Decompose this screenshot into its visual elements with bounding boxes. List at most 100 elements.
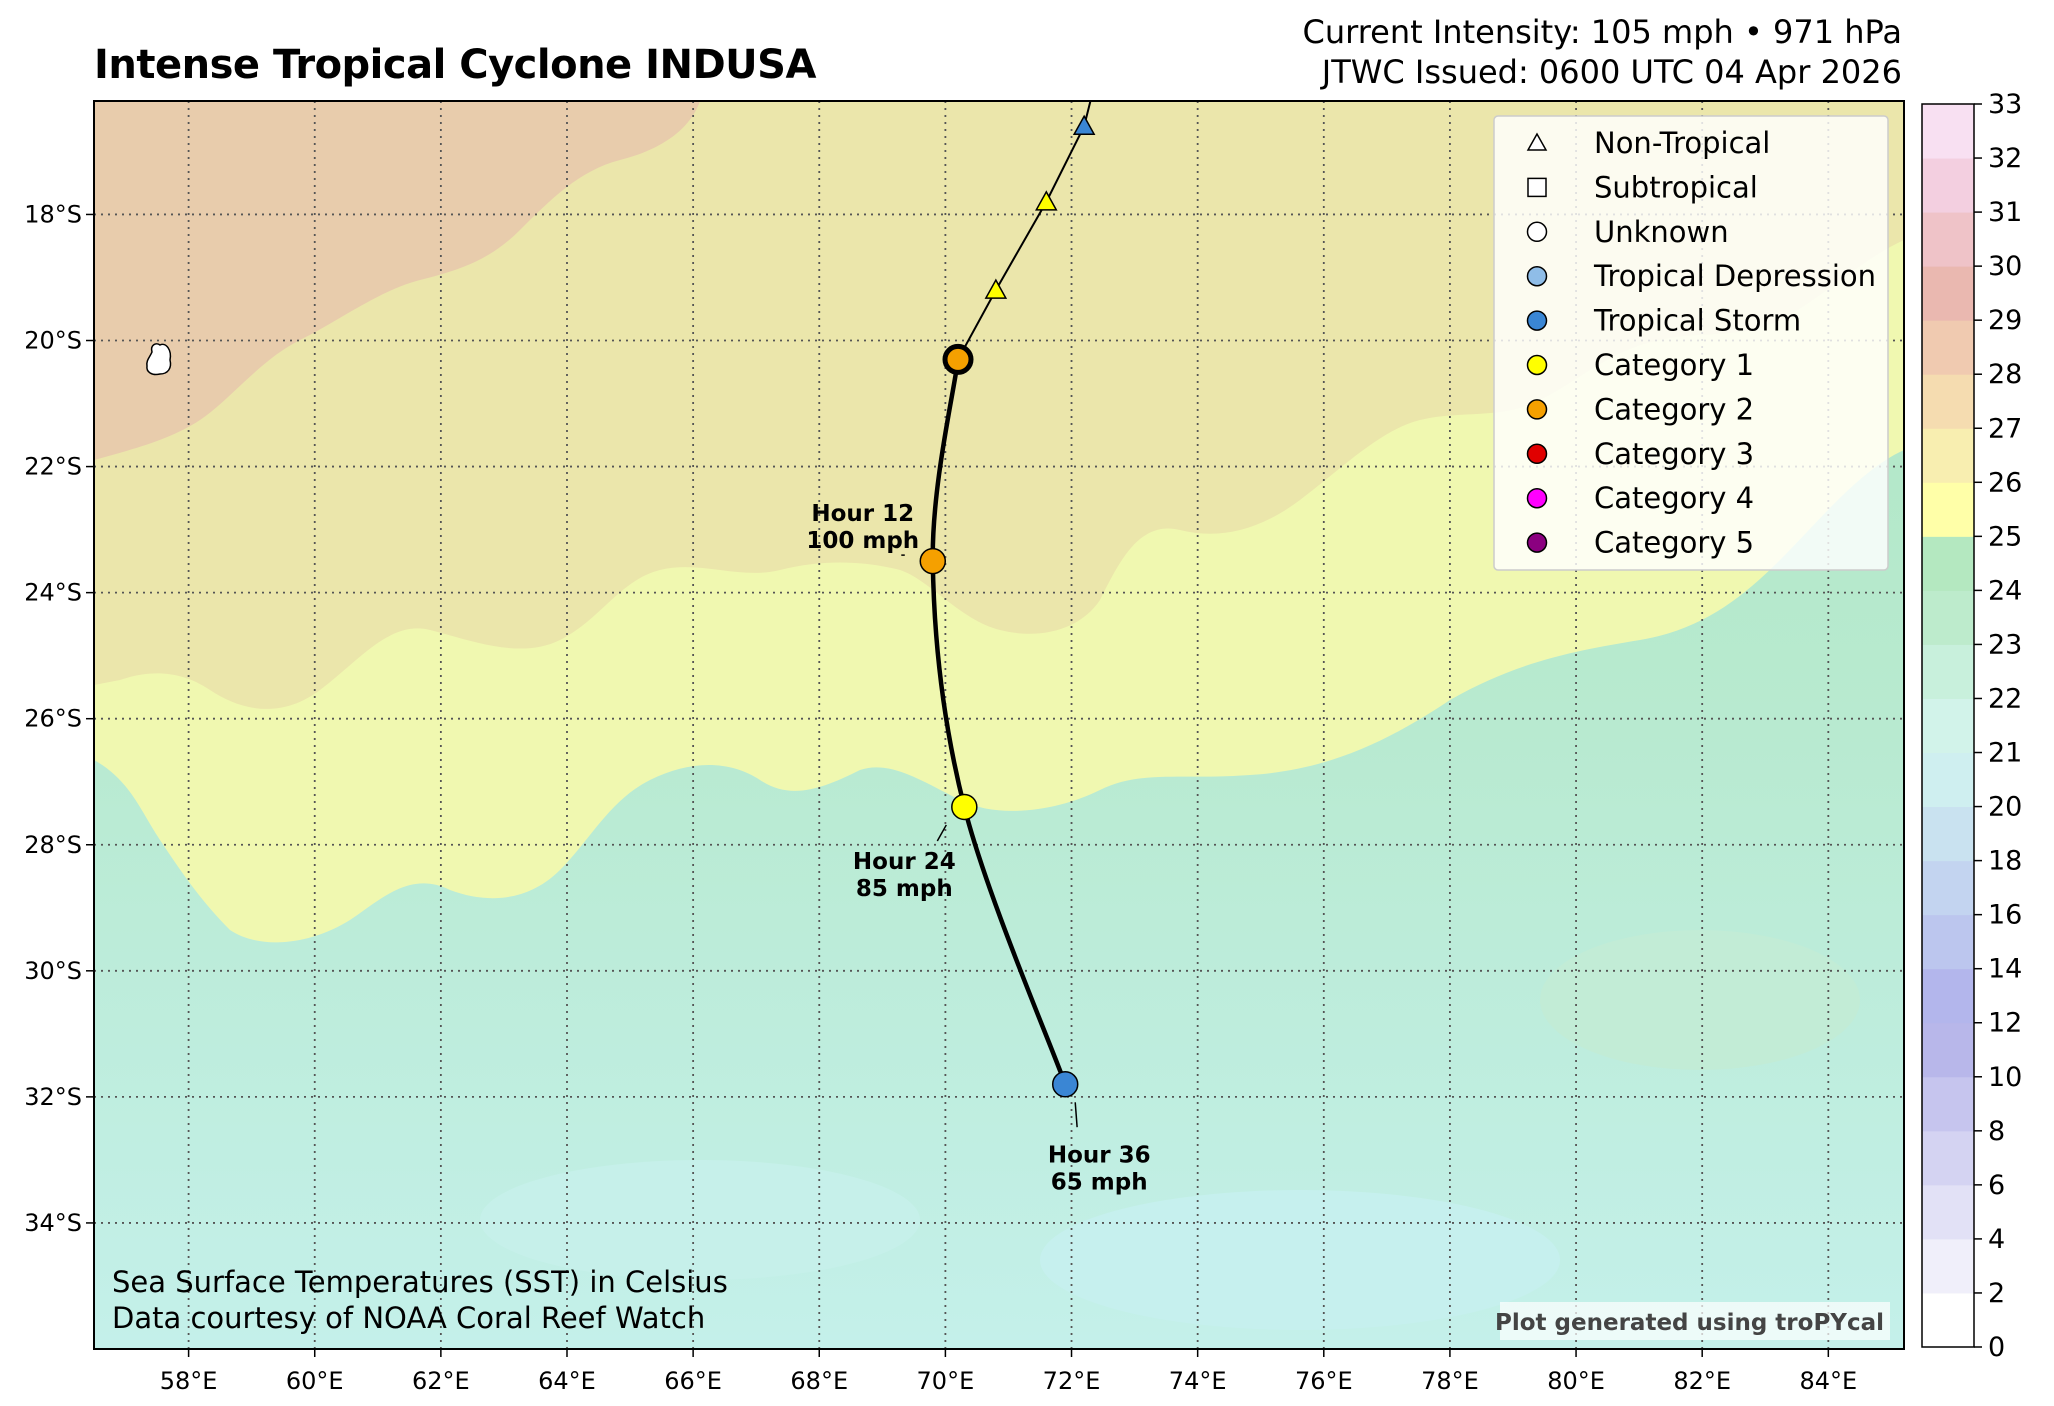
colorbar-tick-label: 2 (1988, 1278, 2005, 1309)
lat-tick-label: 26°S (24, 705, 82, 733)
colorbar-tick-label: 25 (1988, 521, 2022, 552)
forecast-label-leader (1074, 1102, 1078, 1128)
gridlines (94, 101, 1904, 1349)
lon-tick-label: 84°E (1799, 1367, 1857, 1395)
legend-symbol-circle (1526, 354, 1548, 376)
colorbar-tick-label: 26 (1988, 467, 2022, 498)
plot-title: Intense Tropical Cyclone INDUSA (94, 42, 816, 88)
lon-tick-label: 60°E (286, 1367, 344, 1395)
colorbar-segment (1922, 914, 1974, 970)
lat-tick-label: 32°S (24, 1083, 82, 1111)
legend-label: Category 4 (1594, 481, 1754, 515)
lat-tick-label: 22°S (24, 453, 82, 481)
lon-tick-label: 62°E (412, 1367, 470, 1395)
lat-tick-label: 34°S (24, 1209, 82, 1237)
colorbar-segment (1922, 644, 1974, 699)
lon-tick-label: 76°E (1295, 1367, 1353, 1395)
forecast-label-leader (936, 824, 947, 842)
legend-symbol-square (1527, 177, 1547, 198)
colorbar-frame (1921, 103, 1975, 1348)
credit-box (1500, 1302, 1890, 1340)
legend-symbol-triangle (1526, 132, 1548, 151)
colorbar-segment (1922, 1130, 1974, 1186)
sst-28-29-region (94, 101, 700, 460)
past-position-marker (1072, 114, 1096, 135)
colorbar-tick-label: 22 (1988, 683, 2022, 714)
colorbar-tick-label: 29 (1988, 305, 2022, 336)
colorbar-segment (1922, 482, 1974, 537)
legend-box (1493, 115, 1889, 571)
forecast-position-marker (1051, 1071, 1079, 1098)
lat-tick-label: 18°S (24, 200, 82, 228)
colorbar-tick-label: 12 (1988, 1008, 2022, 1039)
legend: Non-Tropical Subtropical Unknown Tropical D… (1493, 115, 1889, 571)
credit-text: Plot generated using troPYcal (1495, 1310, 1884, 1336)
forecast-hour-label: Hour 36 (1048, 1142, 1151, 1168)
colorbar-tick-label: 28 (1988, 359, 2022, 390)
lon-tick-label: 66°E (664, 1367, 722, 1395)
lon-tick-label: 80°E (1547, 1367, 1605, 1395)
forecast-wind-label: 85 mph (856, 876, 953, 902)
current-intensity: Current Intensity: 105 mph • 971 hPa (1302, 13, 1903, 51)
colorbar-segment (1922, 806, 1974, 862)
legend-label: Category 3 (1594, 437, 1754, 471)
legend-label: Category 1 (1594, 348, 1754, 382)
legend-symbol-circle (1526, 310, 1548, 331)
island-mauritius (146, 343, 172, 376)
colorbar-tick-label: 31 (1988, 197, 2022, 228)
colorbar-segment (1922, 1238, 1974, 1294)
colorbar-segment (1922, 1022, 1974, 1078)
forecast-hour-label: Hour 12 (811, 501, 914, 527)
cool-patch (1040, 1190, 1560, 1330)
legend-symbol-circle (1526, 532, 1548, 553)
lon-tick-label: 72°E (1043, 1367, 1101, 1395)
colorbar-segment (1922, 536, 1974, 591)
legend-label: Non-Tropical (1594, 126, 1770, 160)
colorbar-segment (1922, 266, 1974, 321)
forecast-hour-label: Hour 24 (853, 849, 956, 875)
colorbar-tick-label: 24 (1988, 575, 2022, 606)
cool-patch (480, 1160, 920, 1280)
legend-symbol-circle (1526, 265, 1548, 287)
lon-tick-label: 70°E (917, 1367, 975, 1395)
colorbar-segment (1922, 752, 1974, 808)
colorbar-segment (1922, 1292, 1974, 1348)
colorbar-tick-label: 8 (1988, 1116, 2005, 1147)
colorbar-segment (1922, 212, 1974, 267)
legend-label: Subtropical (1594, 170, 1758, 204)
colorbar-segment (1922, 428, 1974, 483)
colorbar-tick-label: 0 (1988, 1332, 2005, 1363)
colorbar-tick-label: 4 (1988, 1224, 2005, 1255)
colorbar-segment (1922, 590, 1974, 645)
lat-tick-label: 20°S (24, 327, 82, 355)
legend-symbol-circle (1526, 487, 1548, 509)
lat-tick-label: 24°S (24, 579, 82, 607)
footer-sst: Sea Surface Temperatures (SST) in Celsiu… (112, 1265, 728, 1299)
colorbar-tick-label: 27 (1988, 413, 2022, 444)
cool-patch (1540, 930, 1860, 1070)
colorbar-tick-label: 30 (1988, 251, 2022, 282)
forecast-track-line (930, 359, 1068, 1086)
forecast-position-marker (951, 793, 978, 821)
track-markers (919, 114, 1096, 1098)
storm-info: Current Intensity: 105 mph • 971 hPa JTW… (1303, 12, 1903, 92)
map-frame (93, 100, 1905, 1350)
legend-symbol-circle (1526, 221, 1548, 243)
forecast-wind-label: 100 mph (806, 528, 919, 554)
current-position-marker (942, 343, 974, 375)
issued-time: JTWC Issued: 0600 UTC 04 Apr 2026 (1321, 53, 1902, 91)
colorbar-segment (1922, 698, 1974, 754)
lat-tick-labels: 18°S 20°S 22°S 24°S 26°S 28°S 30°S 32°S 34°S (24, 200, 94, 1237)
colorbar-tick-label: 18 (1988, 846, 2022, 877)
lon-tick-label: 68°E (790, 1367, 848, 1395)
legend-label: Unknown (1594, 215, 1729, 249)
colorbar-tick-label: 21 (1988, 738, 2022, 769)
lon-tick-label: 58°E (160, 1367, 218, 1395)
lon-tick-label: 64°E (538, 1367, 596, 1395)
past-position-marker (984, 278, 1008, 299)
lon-tick-label: 74°E (1169, 1367, 1227, 1395)
past-position-marker (1035, 190, 1058, 211)
colorbar-tick-label: 14 (1988, 954, 2022, 985)
colorbar-segment (1922, 320, 1974, 375)
